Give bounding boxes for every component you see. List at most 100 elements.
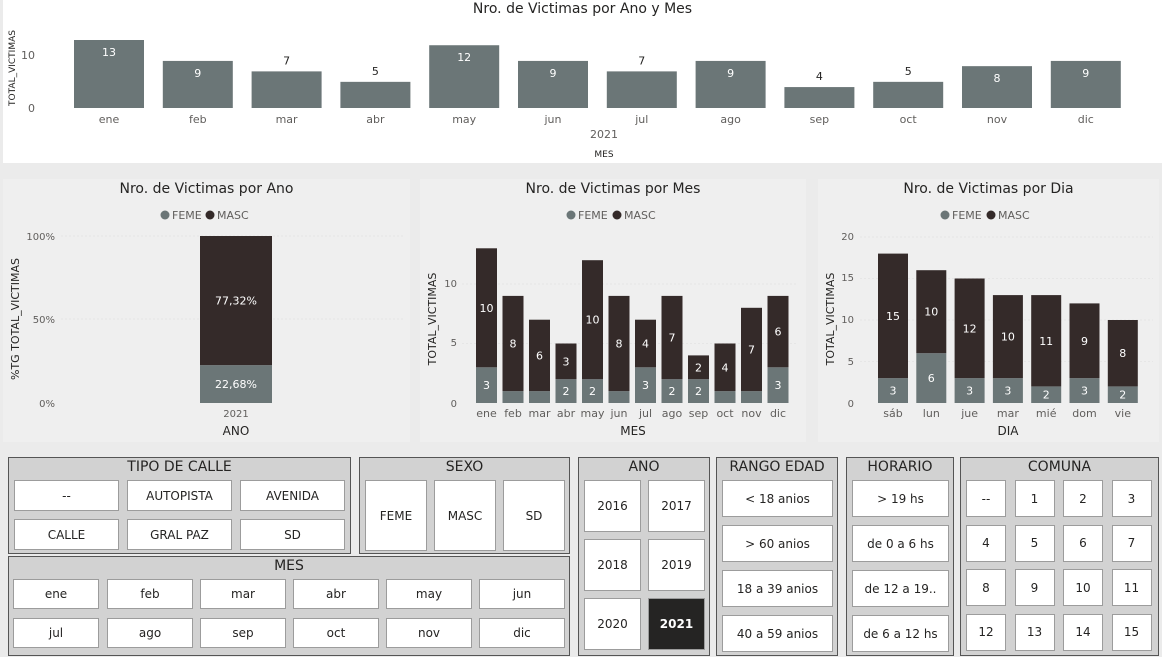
data-label-masc: 10	[480, 302, 494, 315]
slicer-item-mayor-60[interactable]: > 60 anios	[722, 525, 833, 562]
x-tick-label: jul	[638, 407, 652, 420]
data-label-masc: 12	[963, 322, 977, 335]
slicer-item-comuna-dashes[interactable]: --	[966, 480, 1006, 517]
slicer-item-tipo-calle-dashes[interactable]: --	[14, 480, 119, 511]
legend-feme-marker	[566, 210, 576, 220]
slicer-item-feb[interactable]: feb	[107, 579, 193, 609]
slicer-item-sd[interactable]: SD	[240, 519, 345, 550]
x-tick-label: dic	[770, 407, 786, 420]
chart-title: Nro. de Victimas por Ano	[119, 181, 294, 197]
x-tick-label: ene	[99, 113, 120, 126]
slicer-item-menor-18[interactable]: < 18 anios	[722, 480, 833, 517]
data-label-feme: 2	[563, 385, 570, 398]
slicer-item-comuna-6[interactable]: 6	[1063, 524, 1103, 562]
x-axis-label: ANO	[223, 424, 250, 438]
data-label: 9	[727, 67, 734, 80]
slicer-item-mayor-19hs[interactable]: > 19 hs	[852, 480, 949, 517]
slicer-item-12-19hs[interactable]: de 12 a 19..	[852, 570, 949, 607]
y-axis-label: TOTAL_VICTIMAS	[426, 273, 439, 367]
y-tick-label: 10	[21, 49, 35, 62]
slicer-item-nov[interactable]: nov	[386, 618, 472, 648]
slicer-item-jun[interactable]: jun	[479, 579, 565, 609]
slicer-item-gral-paz[interactable]: GRAL PAZ	[127, 519, 232, 550]
data-label-masc: 7	[669, 332, 676, 345]
slicer-item-comuna-12[interactable]: 12	[966, 613, 1006, 651]
x-axis-label: DIA	[998, 424, 1020, 438]
bar	[162, 60, 233, 108]
slicer-item-ene[interactable]: ene	[13, 579, 99, 609]
x-tick-label: jun	[544, 113, 562, 126]
slicer-item-comuna-10[interactable]: 10	[1063, 569, 1103, 606]
data-label-masc: 11	[1039, 335, 1053, 348]
x-tick-label: 2021	[223, 409, 248, 420]
slicer-item-sd[interactable]: SD	[503, 480, 565, 551]
slicer-item-masc[interactable]: MASC	[434, 480, 496, 551]
slicer-item-avenida[interactable]: AVENIDA	[240, 480, 345, 511]
slicer-item-oct[interactable]: oct	[293, 618, 379, 648]
x-tick-label: nov	[741, 407, 762, 420]
slicer-item-comuna-5[interactable]: 5	[1014, 524, 1055, 562]
chart-svg-top: TOTAL_VICTIMAS 0 10 2021 MES 13 ene 9 feb 7 m…	[8, 30, 1121, 160]
chart-svg-ano: FEME MASC %TG TOTAL_VICTIMAS 0% 50% 100%…	[9, 209, 403, 438]
bar	[873, 81, 944, 108]
slicer-tipo-de-calle: TIPO DE CALLE -- AUTOPISTA AVENIDA CALLE…	[8, 457, 351, 554]
slicer-title: MES	[274, 558, 304, 574]
y-axis-label: TOTAL_VICTIMAS	[824, 273, 837, 367]
bar-masc	[661, 295, 683, 380]
slicer-item-6-12hs[interactable]: de 6 a 12 hs	[852, 615, 949, 652]
slicer-item-0-6hs[interactable]: de 0 a 6 hs	[852, 525, 949, 562]
slicer-item-comuna-11[interactable]: 11	[1111, 569, 1152, 606]
data-label-masc: 10	[924, 306, 938, 319]
slicer-item-comuna-2[interactable]: 2	[1063, 480, 1103, 517]
data-label-masc: 4	[642, 338, 649, 351]
slicer-item-2018[interactable]: 2018	[584, 539, 641, 591]
slicer-item-comuna-3[interactable]: 3	[1111, 480, 1152, 517]
slicer-item-2021-selected[interactable]: 2021	[648, 598, 705, 650]
bar-feme	[1107, 386, 1138, 403]
legend-feme-label: FEME	[952, 209, 982, 222]
slicer-item-comuna-15[interactable]: 15	[1111, 613, 1152, 651]
legend-masc-label: MASC	[998, 209, 1030, 222]
x-tick-label: vie	[1115, 407, 1132, 420]
slicer-item-comuna-7[interactable]: 7	[1111, 524, 1152, 562]
slicer-title: RANGO EDAD	[729, 459, 825, 475]
slicer-item-comuna-13[interactable]: 13	[1014, 613, 1055, 651]
slicer-item-comuna-1[interactable]: 1	[1014, 480, 1055, 517]
x-tick-label: ago	[720, 113, 741, 126]
slicer-item-comuna-14[interactable]: 14	[1063, 613, 1103, 651]
data-label-feme: 2	[1043, 389, 1050, 402]
data-label-feme: 6	[928, 372, 935, 385]
data-label-feme: 2	[1119, 389, 1126, 402]
slicer-item-2019[interactable]: 2019	[648, 539, 705, 591]
bar-masc	[200, 236, 272, 366]
slicer-item-18-39[interactable]: 18 a 39 anios	[722, 570, 833, 607]
data-label: 13	[102, 46, 116, 59]
slicer-item-2020[interactable]: 2020	[584, 598, 641, 650]
slicer-item-dic[interactable]: dic	[479, 618, 565, 648]
slicer-item-calle[interactable]: CALLE	[14, 519, 119, 550]
slicer-item-comuna-4[interactable]: 4	[966, 524, 1006, 562]
slicer-title: SEXO	[445, 459, 484, 475]
chart-victimas-por-mes: Nro. de Victimas por Mes FEME MASC TOTAL…	[420, 179, 806, 442]
slicer-item-autopista[interactable]: AUTOPISTA	[127, 480, 232, 511]
slicer-item-comuna-9[interactable]: 9	[1014, 569, 1055, 606]
slicer-title: ANO	[628, 459, 660, 475]
slicer-item-feme[interactable]: FEME	[365, 480, 427, 551]
slicer-item-abr[interactable]: abr	[293, 579, 379, 609]
slicer-item-40-59[interactable]: 40 a 59 anios	[722, 615, 833, 652]
x-tick-label: oct	[900, 113, 918, 126]
slicer-item-mar[interactable]: mar	[200, 579, 286, 609]
bar-feme	[767, 367, 789, 403]
slicer-item-2016[interactable]: 2016	[584, 480, 641, 532]
slicer-item-may[interactable]: may	[386, 579, 472, 609]
slicer-item-jul[interactable]: jul	[13, 618, 99, 648]
slicer-item-comuna-8[interactable]: 8	[966, 569, 1006, 606]
legend-feme-label: FEME	[172, 209, 202, 222]
slicer-item-2017[interactable]: 2017	[648, 480, 705, 532]
bar-masc	[878, 253, 908, 379]
slicer-item-ago[interactable]: ago	[107, 618, 193, 648]
data-label-feme: 3	[1081, 385, 1088, 398]
data-label-masc: 77,32%	[215, 295, 257, 308]
bar	[429, 45, 500, 108]
slicer-item-sep[interactable]: sep	[200, 618, 286, 648]
